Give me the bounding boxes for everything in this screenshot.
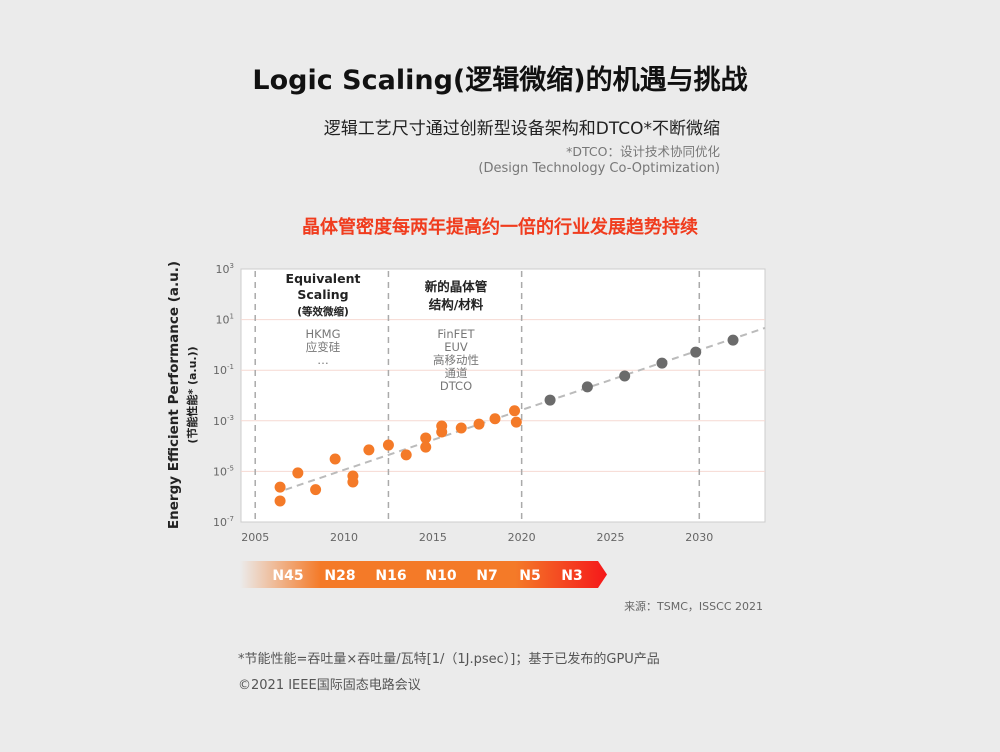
- y-tick-label: 103: [216, 262, 234, 276]
- page-title: Logic Scaling(逻辑微缩)的机遇与挑战: [252, 65, 748, 96]
- process-node-label: N16: [375, 568, 406, 584]
- data-point: [544, 394, 556, 406]
- data-point: [274, 481, 286, 493]
- data-point: [727, 334, 739, 346]
- source-text: 来源：TSMC，ISSCC 2021: [624, 600, 763, 613]
- data-point: [489, 413, 501, 425]
- annotation-item: 高移动性: [433, 353, 479, 367]
- annotation-item: 通道: [445, 366, 468, 380]
- subtitle: 逻辑工艺尺寸通过创新型设备架构和DTCO*不断微缩: [323, 119, 720, 139]
- annotation-item: FinFET: [437, 327, 475, 341]
- process-node-label: N45: [272, 568, 303, 584]
- data-point: [510, 416, 522, 428]
- x-tick-label: 2020: [508, 531, 536, 544]
- annotation-item: 应变硅: [306, 340, 341, 354]
- annotation-item: …: [317, 353, 329, 367]
- x-tick-label: 2025: [596, 531, 624, 544]
- data-point: [455, 422, 467, 434]
- data-point: [382, 439, 394, 451]
- y-tick-label: 10-3: [213, 414, 234, 428]
- data-point: [329, 453, 341, 465]
- annotation-heading: Equivalent: [286, 271, 361, 286]
- process-node-label: N3: [561, 568, 582, 584]
- data-point: [363, 444, 375, 456]
- process-node-label: N10: [425, 568, 456, 584]
- y-axis-label-cn: (节能性能* (a.u.)): [185, 346, 199, 443]
- data-point: [436, 426, 448, 438]
- data-point: [473, 418, 485, 430]
- y-tick-label: 10-1: [213, 363, 234, 377]
- dtco-note-english: (Design Technology Co-Optimization): [478, 161, 720, 176]
- x-tick-label: 2015: [419, 531, 447, 544]
- annotation-item: HKMG: [305, 327, 340, 341]
- annotation-heading: (等效微缩): [297, 305, 349, 318]
- trend-line: [285, 326, 766, 491]
- data-point: [420, 432, 432, 444]
- process-node-label: N28: [324, 568, 355, 584]
- data-point: [420, 441, 432, 453]
- data-point: [619, 370, 631, 382]
- data-point: [656, 357, 668, 369]
- annotation-heading: 结构/材料: [429, 297, 484, 312]
- data-point: [690, 346, 702, 358]
- process-node-arrow: [240, 561, 607, 588]
- data-point: [292, 467, 304, 479]
- annotation-heading: 新的晶体管: [425, 279, 488, 294]
- headline: 晶体管密度每两年提高约一倍的行业发展趋势持续: [302, 217, 698, 238]
- copyright: ©2021 IEEE国际固态电路会议: [238, 678, 421, 693]
- y-tick-label: 10-5: [213, 464, 234, 478]
- dtco-note: *DTCO：设计技术协同优化: [566, 144, 720, 159]
- annotation-item: DTCO: [440, 379, 472, 393]
- x-tick-label: 2010: [330, 531, 358, 544]
- plot-area: [240, 268, 766, 523]
- data-point: [347, 476, 359, 488]
- data-point: [274, 495, 286, 507]
- x-tick-label: 2030: [685, 531, 713, 544]
- y-axis-label: Energy Efficient Performance (a.u.): [166, 261, 182, 529]
- data-point: [310, 484, 322, 496]
- annotation-heading: Scaling: [297, 287, 348, 302]
- y-tick-label: 10-7: [213, 515, 234, 529]
- y-tick-label: 101: [216, 313, 234, 327]
- data-point: [581, 381, 593, 393]
- footnote: *节能性能=吞吐量×吞吐量/瓦特[1/（1J.psec）]；基于已发布的GPU产…: [238, 652, 660, 667]
- process-node-label: N5: [519, 568, 540, 584]
- data-point: [400, 449, 412, 461]
- annotation-item: EUV: [444, 340, 468, 354]
- process-node-label: N7: [476, 568, 497, 584]
- x-tick-label: 2005: [241, 531, 269, 544]
- data-point: [509, 405, 521, 417]
